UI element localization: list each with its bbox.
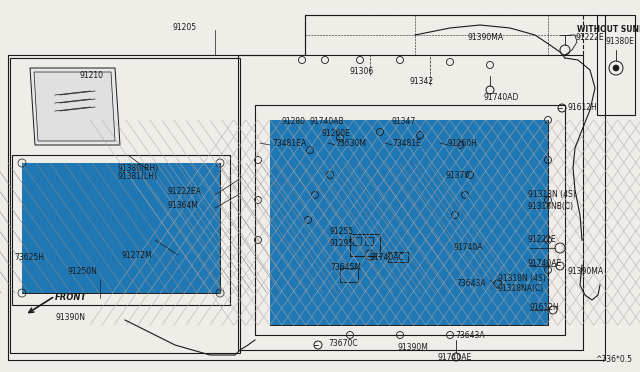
Text: 91740A: 91740A (453, 244, 483, 253)
Text: 91370: 91370 (445, 171, 469, 180)
Text: 91390MA: 91390MA (468, 33, 504, 42)
Bar (340, 268, 358, 282)
Bar (10, 58, 240, 353)
Text: 73481E: 73481E (392, 138, 421, 148)
Text: 91222E: 91222E (528, 235, 557, 244)
Text: 91612H: 91612H (530, 304, 560, 312)
Text: 91260H: 91260H (448, 138, 478, 148)
Text: 91295: 91295 (330, 238, 354, 247)
Text: 91222E: 91222E (575, 33, 604, 42)
Text: 91740AE: 91740AE (528, 259, 563, 267)
Text: 91260E: 91260E (322, 128, 351, 138)
Text: 91255: 91255 (330, 227, 354, 235)
Bar (12, 155, 230, 305)
Bar (22, 163, 220, 293)
Text: 91381(LH): 91381(LH) (118, 173, 158, 182)
Text: 91380(RH): 91380(RH) (118, 164, 159, 173)
Bar (353, 237, 361, 245)
Text: 91318N (4S): 91318N (4S) (498, 273, 546, 282)
Polygon shape (30, 68, 120, 145)
Text: 91205: 91205 (173, 23, 197, 32)
Text: 73643A: 73643A (455, 330, 484, 340)
Polygon shape (34, 72, 115, 141)
Text: 91210: 91210 (80, 71, 104, 80)
Text: 91318N (4S): 91318N (4S) (528, 190, 576, 199)
Text: 91612H: 91612H (567, 103, 596, 112)
Text: 91280: 91280 (282, 118, 306, 126)
Text: 91740AB: 91740AB (310, 118, 344, 126)
Text: 91740AE: 91740AE (438, 353, 472, 362)
Bar (388, 252, 408, 262)
Text: 91390M: 91390M (398, 343, 429, 352)
Text: 73481EA: 73481EA (272, 138, 306, 148)
Text: 73645M: 73645M (330, 263, 361, 273)
Text: 91740AD: 91740AD (484, 93, 520, 103)
Text: 91390MA: 91390MA (568, 267, 604, 276)
Text: 91380E: 91380E (605, 38, 634, 46)
Text: 91364M: 91364M (167, 202, 198, 211)
Text: 73643A: 73643A (456, 279, 486, 289)
Text: 91222EA: 91222EA (167, 187, 201, 196)
Text: 91272M: 91272M (122, 251, 152, 260)
Bar (255, 105, 565, 335)
Text: 73625H: 73625H (14, 253, 44, 263)
Circle shape (613, 65, 619, 71)
Bar (270, 120, 548, 325)
Text: ^736*0.5: ^736*0.5 (595, 356, 632, 365)
Bar (365, 237, 373, 245)
Text: 73670C: 73670C (328, 339, 358, 347)
Text: 91250N: 91250N (67, 267, 97, 276)
Text: 91347: 91347 (392, 118, 416, 126)
Text: 91318NA(C): 91318NA(C) (498, 283, 544, 292)
Text: 91390N: 91390N (55, 314, 85, 323)
Bar (597, 15, 635, 115)
Bar (350, 234, 380, 256)
Bar (238, 55, 583, 350)
Text: 91306: 91306 (350, 67, 374, 77)
Text: WITHOUT SUNROOF: WITHOUT SUNROOF (577, 26, 640, 35)
Bar (270, 120, 548, 325)
Text: 91740AC: 91740AC (370, 253, 404, 263)
Text: FRONT: FRONT (55, 294, 87, 302)
Text: 91342: 91342 (410, 77, 434, 87)
Text: 73630M: 73630M (335, 138, 366, 148)
Bar (22, 163, 220, 293)
Text: 91318NB(C): 91318NB(C) (528, 202, 574, 211)
